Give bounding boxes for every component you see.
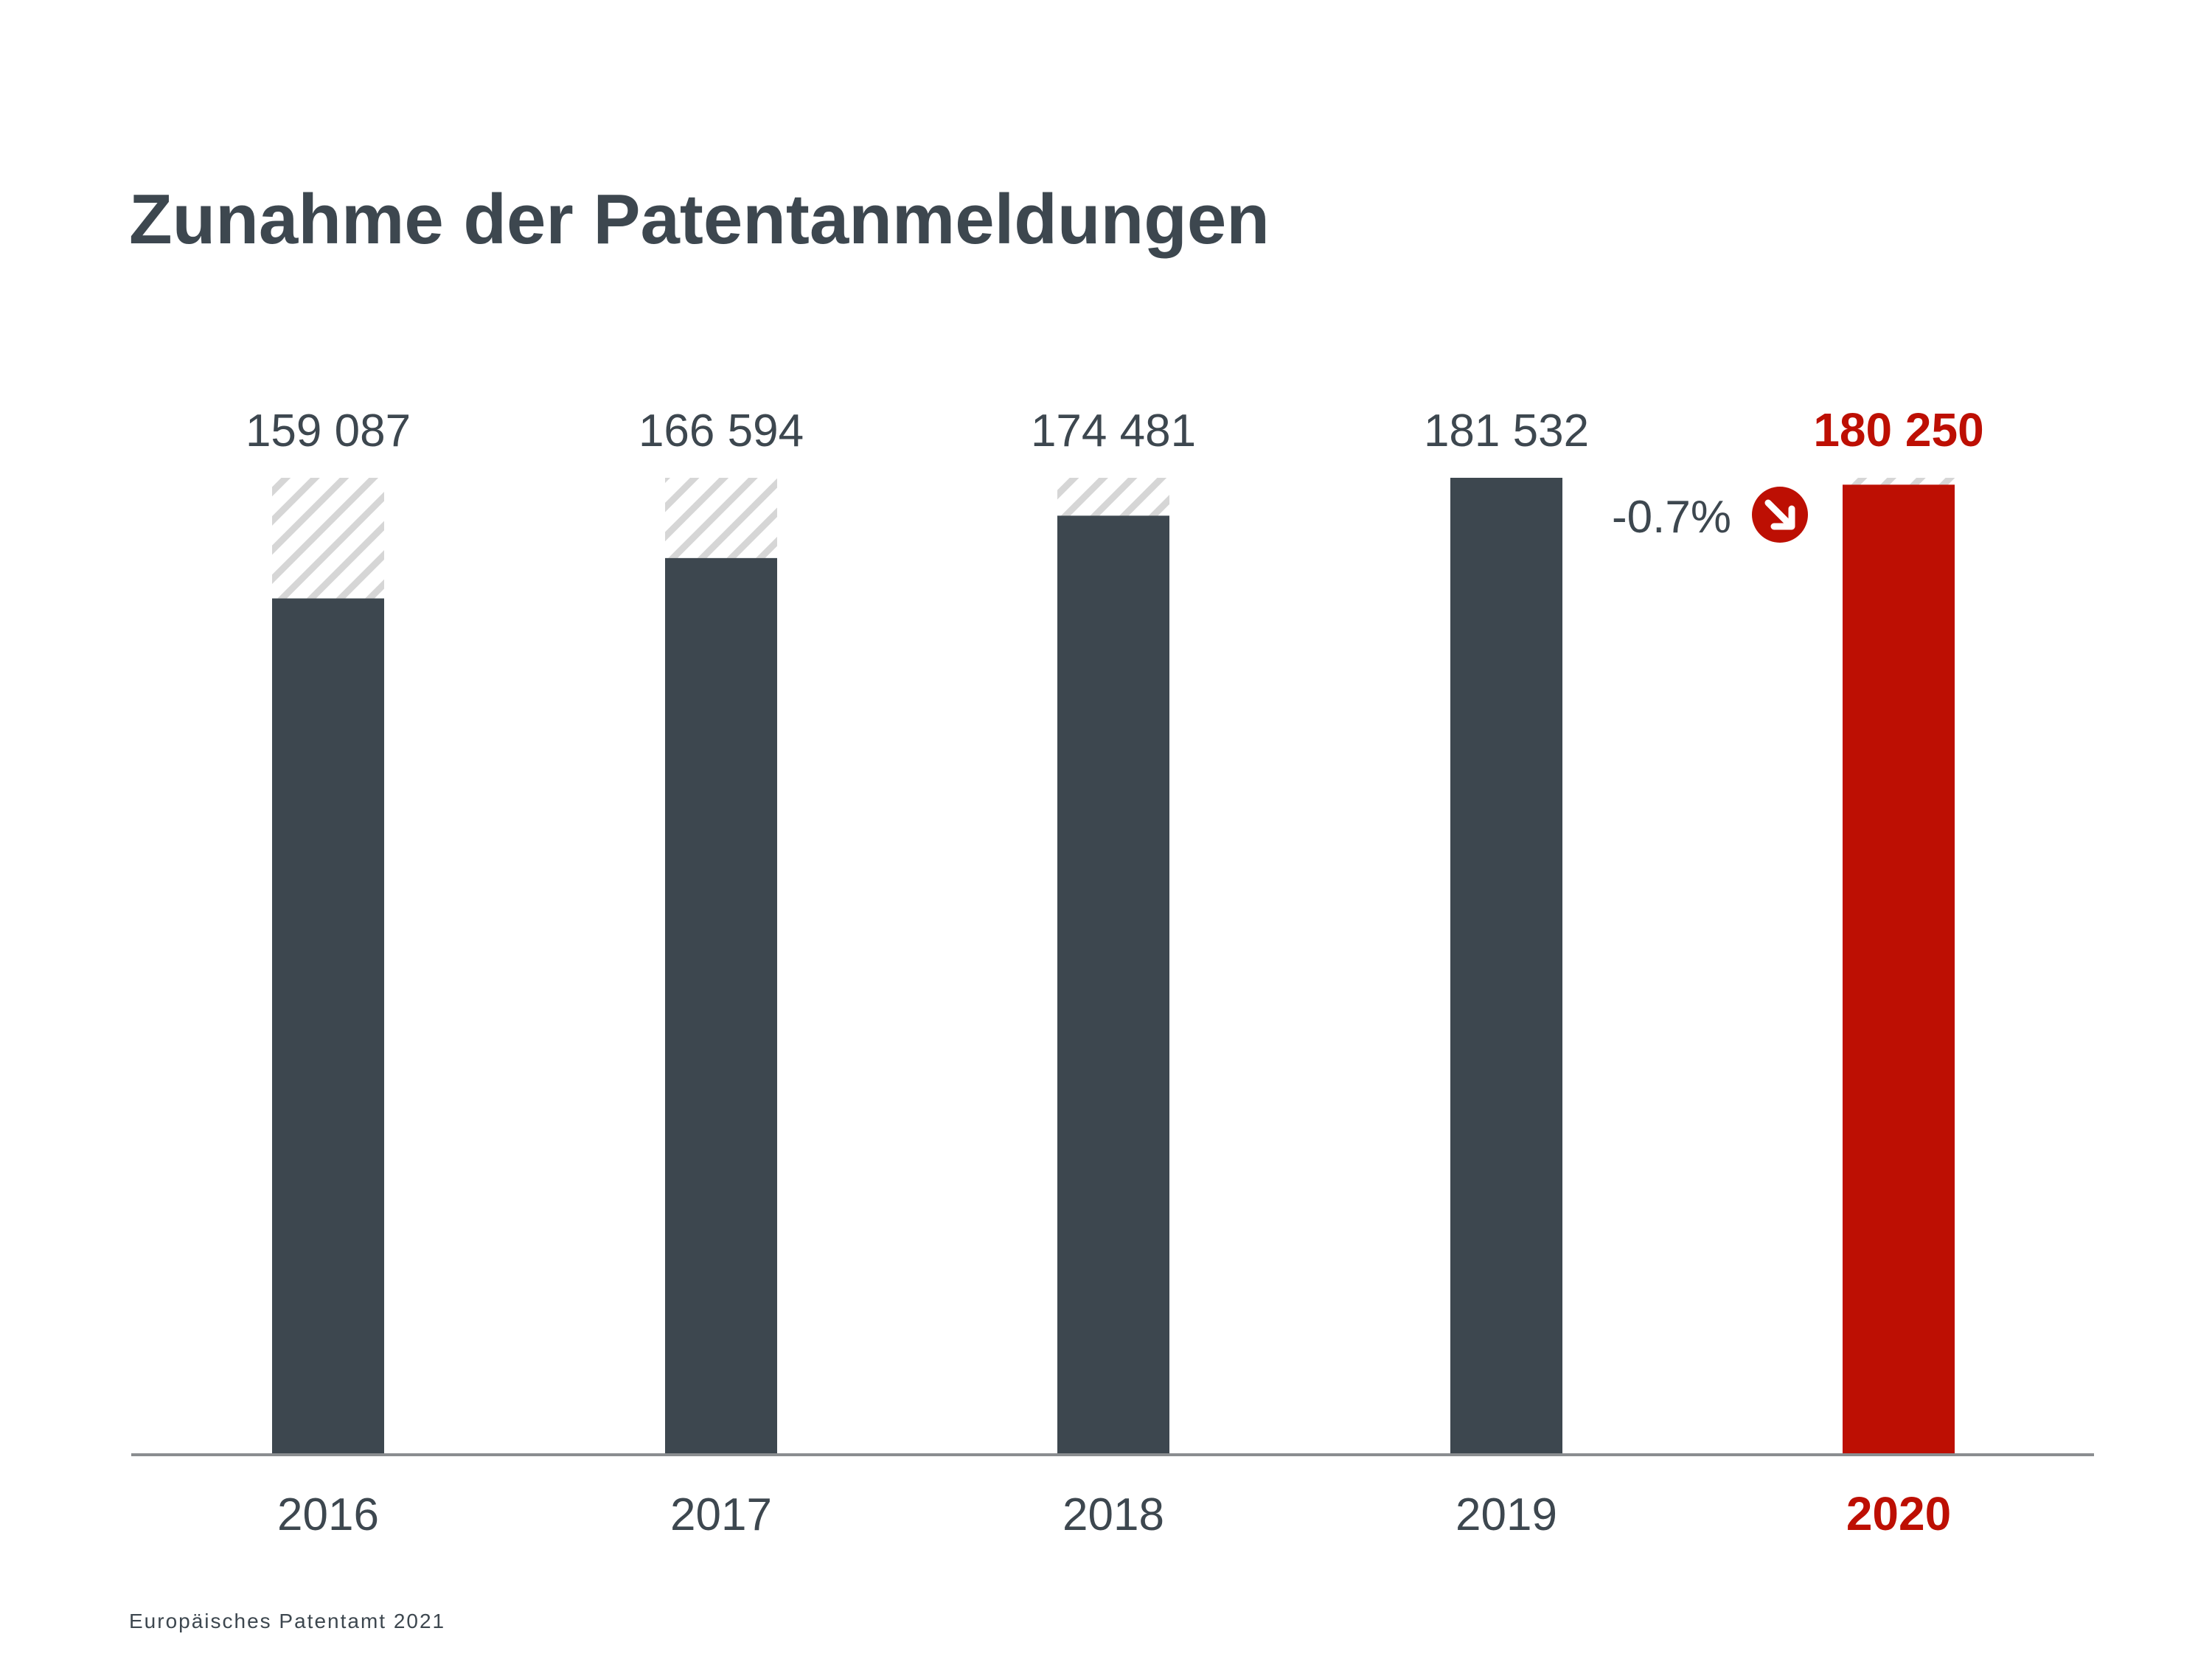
tick-label-2016: 2016 xyxy=(277,1489,379,1540)
arrow-down-right-icon xyxy=(1752,487,1808,543)
bar-2017 xyxy=(665,558,777,1453)
value-label-2017: 166 594 xyxy=(639,406,804,456)
source-credit: Europäisches Patentamt 2021 xyxy=(129,1611,445,1632)
bar-2018 xyxy=(1057,515,1169,1453)
bar-gap-hatch xyxy=(1843,478,1955,484)
bar-2019 xyxy=(1450,478,1562,1453)
tick-label-2018: 2018 xyxy=(1062,1489,1164,1540)
value-label-2018: 174 481 xyxy=(1031,406,1196,456)
change-annotation-label: -0.7% xyxy=(1612,492,1731,543)
value-label-2020: 180 250 xyxy=(1813,403,1983,456)
tick-label-2017: 2017 xyxy=(670,1489,772,1540)
value-label-2016: 159 087 xyxy=(246,406,411,456)
tick-label-2020: 2020 xyxy=(1846,1487,1951,1540)
bar-gap-hatch xyxy=(272,478,384,599)
bar-2020 xyxy=(1843,484,1955,1453)
tick-label-2019: 2019 xyxy=(1455,1489,1557,1540)
bar-2016 xyxy=(272,599,384,1453)
bar-gap-hatch xyxy=(1057,478,1169,515)
bar-gap-hatch xyxy=(665,478,777,558)
value-label-2019: 181 532 xyxy=(1424,406,1589,456)
